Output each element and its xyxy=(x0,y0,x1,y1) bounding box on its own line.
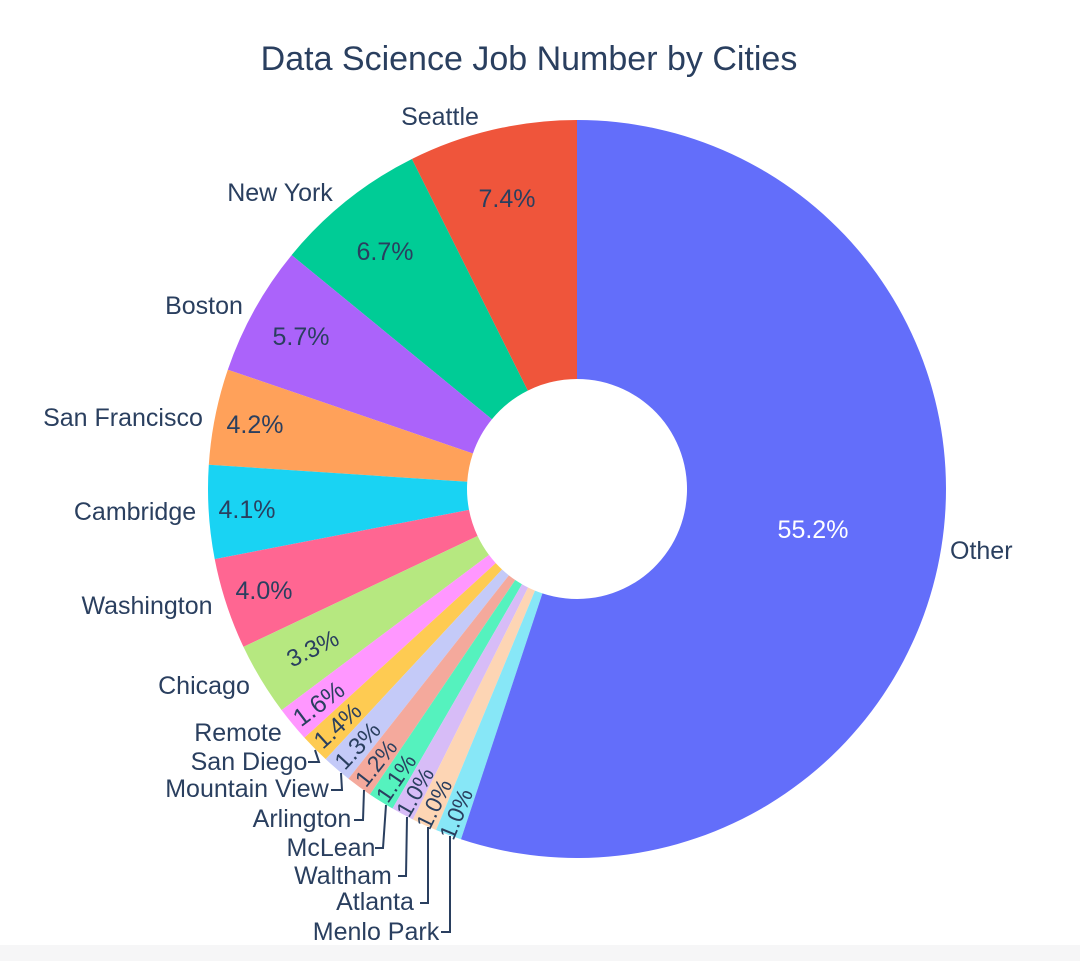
svg-text:Arlington: Arlington xyxy=(253,805,352,833)
svg-text:4.1%: 4.1% xyxy=(219,496,276,524)
svg-text:7.4%: 7.4% xyxy=(479,185,536,213)
svg-text:Washington: Washington xyxy=(81,592,212,620)
svg-text:6.7%: 6.7% xyxy=(357,238,414,266)
svg-text:Remote: Remote xyxy=(194,719,282,747)
svg-text:Cambridge: Cambridge xyxy=(74,498,196,526)
svg-text:Boston: Boston xyxy=(165,292,243,320)
svg-text:Chicago: Chicago xyxy=(158,672,250,700)
svg-text:55.2%: 55.2% xyxy=(778,516,849,544)
svg-text:New York: New York xyxy=(227,179,333,207)
svg-text:Other: Other xyxy=(950,537,1013,565)
svg-text:Seattle: Seattle xyxy=(401,103,479,131)
svg-text:McLean: McLean xyxy=(287,834,376,862)
svg-text:Mountain View: Mountain View xyxy=(165,775,329,803)
svg-text:Data Science Job Number by Cit: Data Science Job Number by Cities xyxy=(261,40,798,78)
svg-text:4.2%: 4.2% xyxy=(227,411,284,439)
svg-text:San Diego: San Diego xyxy=(191,748,308,776)
svg-text:5.7%: 5.7% xyxy=(273,323,330,351)
svg-text:Atlanta: Atlanta xyxy=(336,888,414,916)
svg-text:San Francisco: San Francisco xyxy=(43,404,203,432)
svg-text:Waltham: Waltham xyxy=(294,862,392,890)
svg-text:Menlo Park: Menlo Park xyxy=(313,918,440,946)
svg-text:4.0%: 4.0% xyxy=(236,577,293,605)
